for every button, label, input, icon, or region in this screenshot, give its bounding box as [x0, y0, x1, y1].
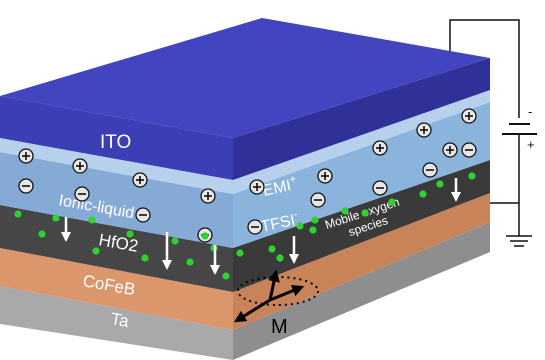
m-label: M [271, 316, 288, 338]
precession-cone [237, 276, 319, 306]
oxygen-dot [296, 222, 304, 230]
oxygen-dot [341, 207, 349, 215]
oxygen-dot [419, 190, 427, 198]
oxygen-dot [141, 254, 149, 262]
circuit: - + [449, 19, 537, 247]
emi-label: EMI+ [261, 173, 299, 200]
oxygen-dot [436, 180, 444, 188]
emi-text: EMI [261, 177, 292, 200]
cation-icon [18, 148, 34, 164]
cation-icon [461, 108, 477, 124]
m-arrow-right [269, 285, 305, 302]
oxygen-dot [14, 210, 22, 218]
oxygen-dot [126, 230, 134, 238]
m-arrow-up [268, 269, 280, 301]
ta-label: Ta [109, 309, 131, 331]
battery-icon [502, 123, 537, 135]
ionic-liquid-layer [0, 90, 490, 248]
cation-icon [416, 122, 432, 138]
oxygen-dot [361, 209, 369, 217]
oxygen-dot [171, 237, 179, 245]
oxygen-dot [222, 272, 230, 280]
svg-text:TFSI-: TFSI- [259, 208, 301, 236]
oxygen-dot [309, 226, 317, 234]
cation-icon [442, 142, 458, 158]
oxygen-dot [38, 230, 46, 238]
anion-icon [372, 180, 388, 196]
anion-icon [310, 192, 326, 208]
m-arrow-left [233, 298, 271, 323]
oxygen-dot [186, 258, 194, 266]
cation-icon [317, 168, 333, 184]
ground-icon [506, 235, 532, 247]
battery-minus-sign: - [528, 104, 532, 119]
cation-icon [249, 179, 265, 195]
migration-arrows-group [61, 178, 461, 275]
oxygen-dot [88, 216, 96, 224]
ito-layer [0, 18, 490, 180]
anion-icon [247, 219, 263, 235]
ions-group [18, 108, 477, 243]
oxygen-dot [236, 249, 244, 257]
anion-icon [74, 186, 90, 202]
anion-icon [135, 207, 151, 223]
anion-icon [461, 142, 477, 158]
cation-icon [72, 158, 88, 174]
tfsi-label: TFSI- [259, 208, 301, 236]
anion-icon [422, 162, 438, 178]
oxygen-dot [388, 198, 396, 206]
anion-icon [18, 178, 34, 194]
cation-icon [372, 140, 388, 156]
svg-text:EMI+: EMI+ [261, 173, 299, 200]
oxygen-dot [276, 254, 284, 262]
oxygen-dot [201, 232, 209, 240]
oxygen-dot [52, 214, 60, 222]
magnetization-icon: M [233, 269, 319, 338]
battery-plus-sign: + [527, 137, 535, 152]
oxygen-dot [268, 245, 276, 253]
oxygen-dot [92, 247, 100, 255]
ito-label: ITO [100, 132, 131, 153]
oxygen-dots-group [14, 172, 476, 280]
top-wire [449, 19, 520, 118]
oxygen-dot [468, 172, 476, 180]
ta-layer [0, 222, 490, 360]
emi-charge: + [289, 173, 298, 186]
oxygen-dot [311, 216, 319, 224]
tfsi-charge: - [293, 208, 299, 221]
cation-icon [132, 172, 148, 188]
tfsi-text: TFSI [259, 212, 296, 236]
cation-icon [200, 188, 216, 204]
